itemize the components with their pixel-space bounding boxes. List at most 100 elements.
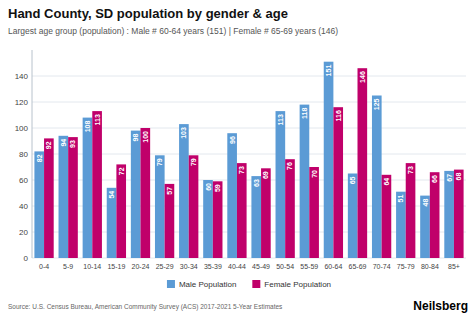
bar <box>165 184 175 258</box>
y-tick-label: 80 <box>19 150 28 159</box>
bar <box>406 163 416 258</box>
bar <box>34 151 44 258</box>
bar <box>444 171 454 258</box>
bar <box>237 163 247 258</box>
bar <box>179 124 189 258</box>
x-tick-label: 15-19 <box>107 263 125 270</box>
x-tick-label: 75-79 <box>397 263 415 270</box>
data-label: 72 <box>118 167 125 175</box>
data-label: 48 <box>422 199 429 207</box>
bar <box>382 175 392 258</box>
bar <box>44 138 54 258</box>
x-tick-label: 5-9 <box>63 263 73 270</box>
data-label: 118 <box>301 107 308 118</box>
bar <box>285 159 295 258</box>
data-label: 93 <box>69 140 76 148</box>
data-label: 94 <box>60 139 67 147</box>
data-label: 65 <box>349 176 356 184</box>
bar <box>420 196 430 258</box>
bar <box>68 137 78 258</box>
x-tick-label: 60-64 <box>324 263 342 270</box>
bar <box>59 136 69 258</box>
legend-label: Female Population <box>264 280 331 289</box>
bar <box>396 192 406 258</box>
data-label: 51 <box>397 195 404 203</box>
data-label: 63 <box>253 179 260 187</box>
bar <box>141 128 151 258</box>
data-label: 76 <box>286 162 293 170</box>
data-label: 100 <box>142 131 149 143</box>
x-tick-label: 0-4 <box>39 263 49 270</box>
bars <box>34 62 463 258</box>
data-label: 146 <box>359 71 366 83</box>
bar <box>324 62 334 258</box>
bar <box>372 96 382 259</box>
data-label: 70 <box>311 170 318 178</box>
data-label: 64 <box>383 178 390 186</box>
bar <box>155 155 165 258</box>
bar <box>309 167 319 258</box>
y-tick-label: 140 <box>15 72 29 81</box>
bar <box>189 155 199 258</box>
data-label: 67 <box>446 174 453 182</box>
x-tick-label: 35-39 <box>204 263 222 270</box>
chart: Hand County, SD population by gender & a… <box>0 0 474 316</box>
data-label: 73 <box>238 166 245 174</box>
data-label: 108 <box>84 121 91 133</box>
data-label: 151 <box>325 65 332 77</box>
bar <box>227 133 237 258</box>
data-label: 82 <box>36 154 43 162</box>
data-label: 68 <box>455 173 462 181</box>
y-axis-line <box>32 50 33 258</box>
bar <box>348 174 358 259</box>
legend-label: Male Population <box>179 280 236 289</box>
bar <box>92 111 102 258</box>
legend-swatch <box>252 280 260 288</box>
data-label: 73 <box>407 166 414 174</box>
x-tick-label: 40-44 <box>228 263 246 270</box>
source-note: Source: U.S. Census Bureau, American Com… <box>8 303 283 311</box>
bar <box>107 188 117 258</box>
bar <box>203 180 213 258</box>
x-tick-label: 30-34 <box>180 263 198 270</box>
data-label: 60 <box>205 183 212 191</box>
y-tick-label: 0 <box>24 254 29 263</box>
data-label: 96 <box>229 136 236 144</box>
y-tick-label: 60 <box>19 176 28 185</box>
bar <box>430 172 440 258</box>
bar <box>83 118 93 258</box>
data-label: 113 <box>94 114 101 125</box>
bar <box>116 164 126 258</box>
title: Hand County, SD population by gender & a… <box>8 6 288 21</box>
bar <box>261 168 271 258</box>
grid-line <box>32 76 466 77</box>
data-label: 98 <box>132 134 139 142</box>
bar <box>213 181 223 258</box>
data-label: 92 <box>45 141 52 149</box>
x-tick-label: 20-24 <box>132 263 150 270</box>
bar <box>276 111 286 258</box>
x-tick-label: 80-84 <box>421 263 439 270</box>
bar <box>358 68 368 258</box>
bar <box>251 176 261 258</box>
y-tick-label: 100 <box>15 124 29 133</box>
y-tick-label: 40 <box>19 202 28 211</box>
y-tick-label: 120 <box>15 98 29 107</box>
x-tick-label: 25-29 <box>156 263 174 270</box>
data-label: 66 <box>431 175 438 183</box>
subtitle: Largest age group (population) : Male # … <box>8 26 338 36</box>
bar <box>300 105 310 258</box>
data-label: 59 <box>214 184 221 192</box>
bar <box>333 107 343 258</box>
data-label: 125 <box>373 98 380 110</box>
data-label: 79 <box>190 158 197 166</box>
legend-swatch <box>167 280 175 288</box>
bar <box>131 131 141 258</box>
bar <box>454 170 464 258</box>
x-tick-label: 65-69 <box>349 263 367 270</box>
y-tick-label: 20 <box>19 228 28 237</box>
grid <box>32 76 466 258</box>
data-label: 54 <box>108 191 115 199</box>
branding: Neilsberg <box>413 299 468 313</box>
data-label: 79 <box>156 158 163 166</box>
